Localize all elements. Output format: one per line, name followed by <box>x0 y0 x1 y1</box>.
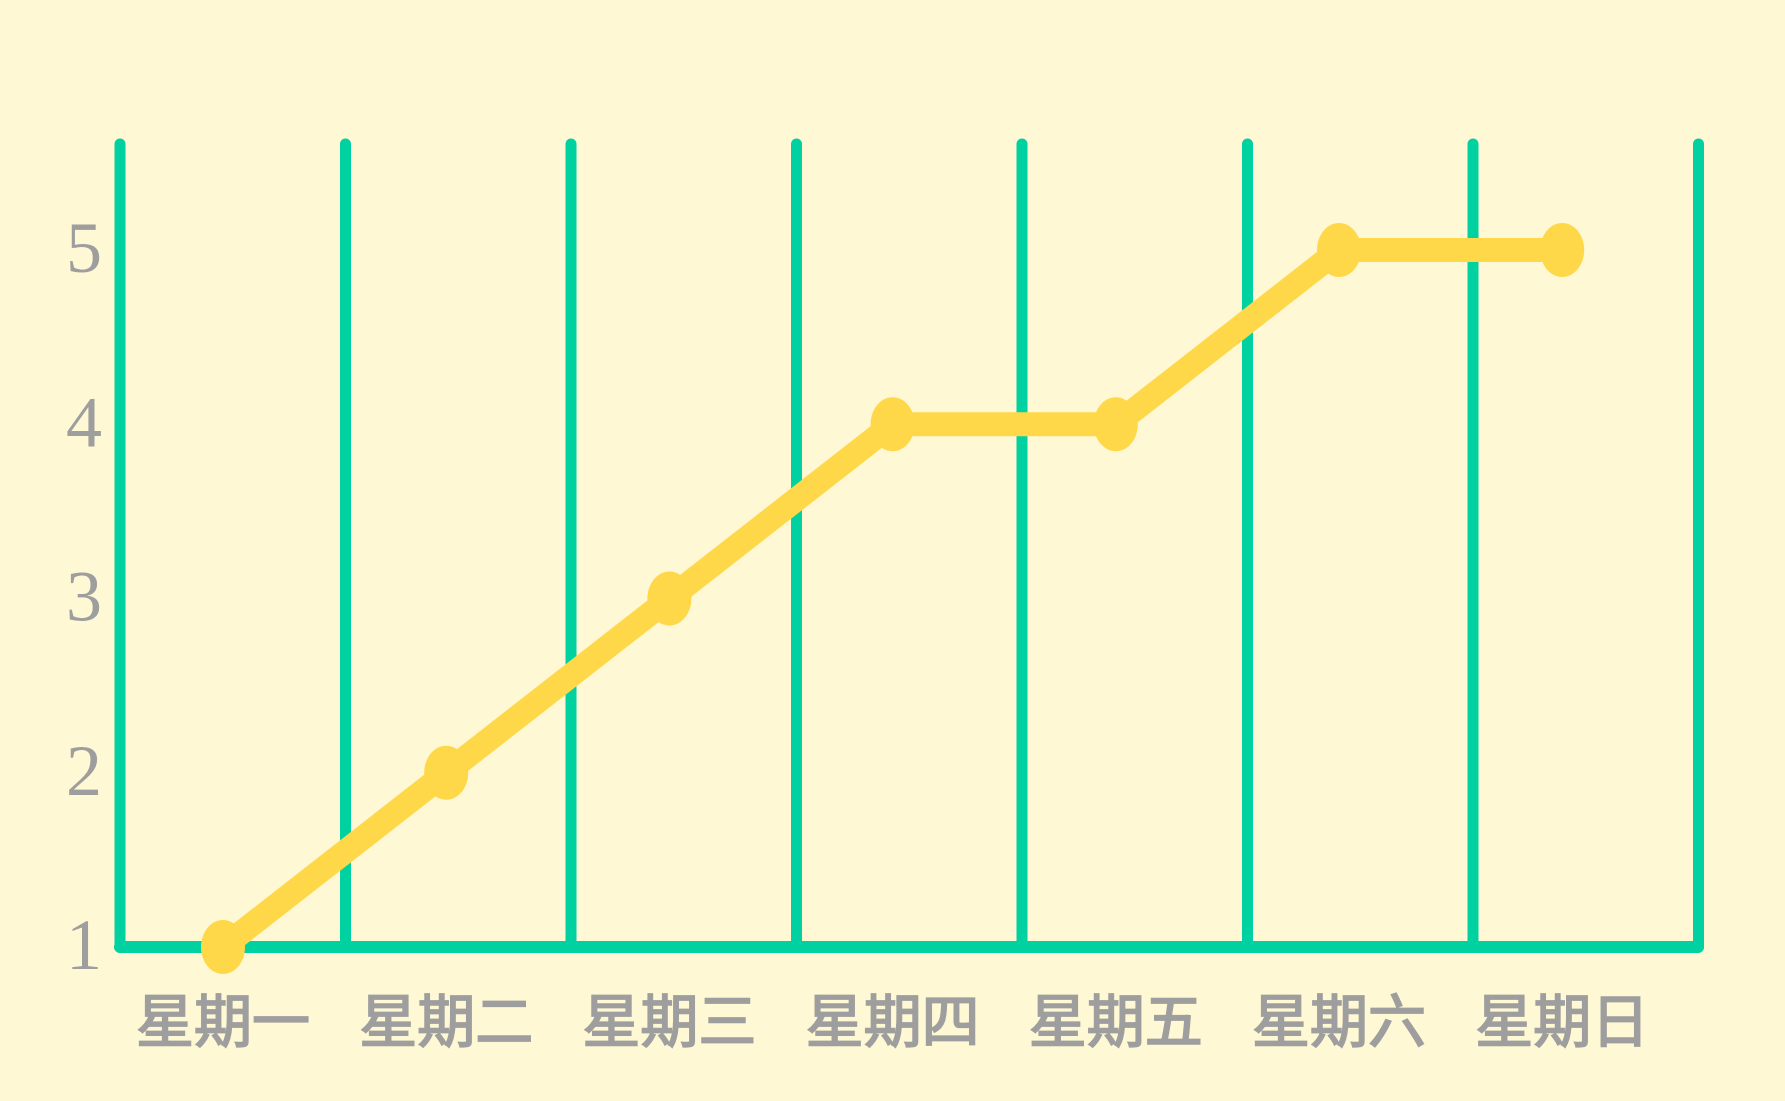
x-tick-label: 星期三 <box>582 988 756 1056</box>
x-tick-label: 星期日 <box>1475 988 1649 1056</box>
data-point <box>1317 223 1361 277</box>
y-axis-ticks: 1 2 3 4 5 <box>66 208 102 985</box>
data-point <box>1093 397 1138 452</box>
x-tick-label: 星期六 <box>1252 988 1426 1056</box>
data-point <box>870 397 915 452</box>
y-tick-label: 4 <box>66 382 102 462</box>
y-tick-label: 2 <box>66 731 102 811</box>
data-point <box>424 745 469 800</box>
data-point <box>1540 223 1585 277</box>
series-line <box>211 238 1575 959</box>
x-tick-label: 星期四 <box>806 988 980 1056</box>
x-tick-label: 星期五 <box>1029 988 1203 1056</box>
x-tick-label: 星期二 <box>359 988 533 1056</box>
y-tick-label: 5 <box>66 208 102 288</box>
y-tick-label: 1 <box>66 905 102 985</box>
x-axis-ticks: 星期一 星期二 星期三 星期四 星期五 星期六 星期日 <box>136 988 1649 1056</box>
x-tick-label: 星期一 <box>136 988 310 1056</box>
data-point <box>647 571 692 626</box>
y-tick-label: 3 <box>66 557 102 637</box>
data-point <box>201 920 245 974</box>
grid-layer <box>114 138 1704 953</box>
series-layer <box>201 223 1585 974</box>
